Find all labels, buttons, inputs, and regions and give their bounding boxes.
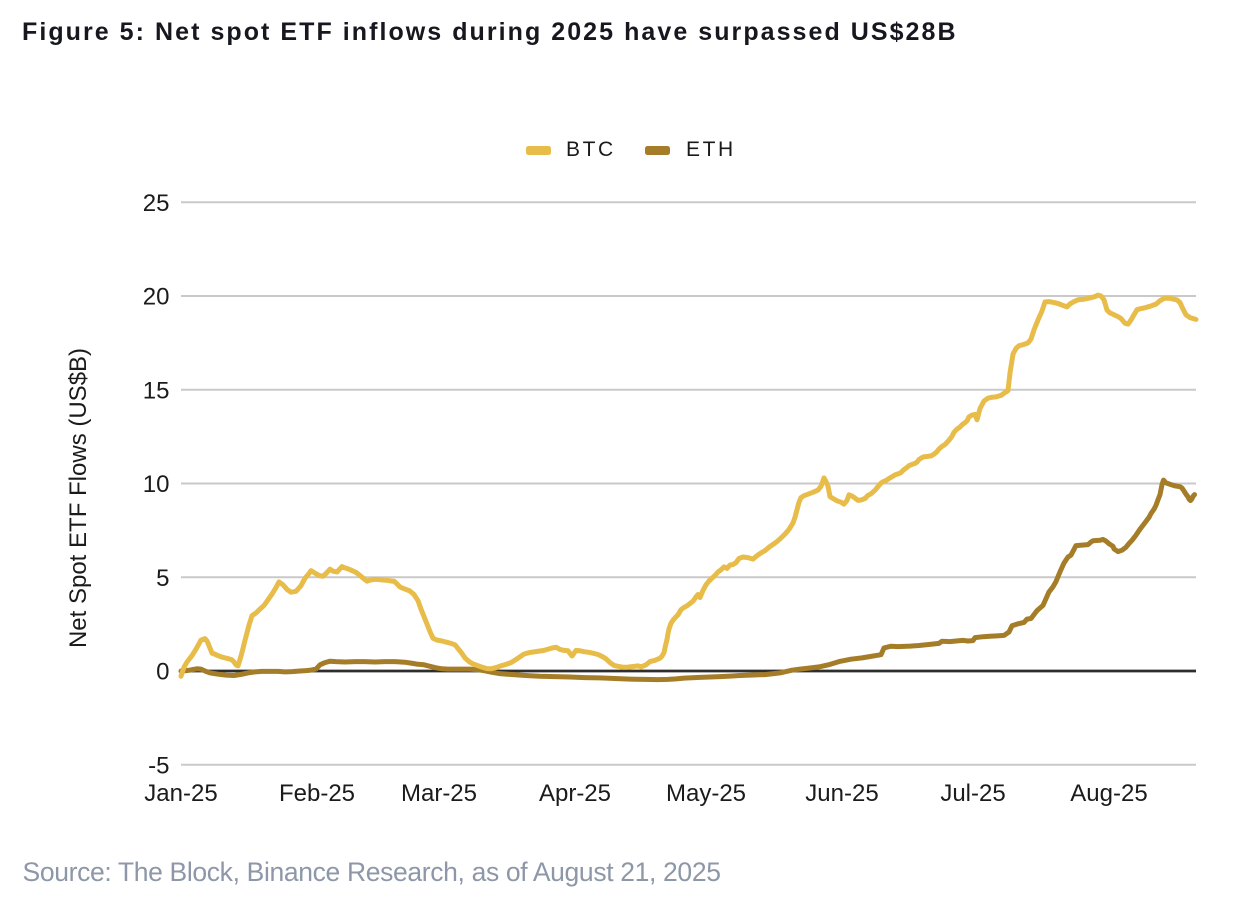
svg-text:5: 5 [156, 565, 169, 592]
svg-text:Mar-25: Mar-25 [401, 780, 477, 807]
svg-text:Jun-25: Jun-25 [805, 780, 878, 807]
svg-text:25: 25 [143, 190, 170, 217]
svg-text:10: 10 [143, 471, 170, 498]
svg-text:Aug-25: Aug-25 [1070, 780, 1147, 807]
svg-text:-5: -5 [148, 752, 169, 779]
svg-text:Jan-25: Jan-25 [144, 780, 217, 807]
svg-text:Net Spot ETF Flows (US$B): Net Spot ETF Flows (US$B) [65, 348, 92, 648]
svg-text:20: 20 [143, 284, 170, 311]
svg-text:ETH: ETH [686, 138, 736, 161]
svg-text:BTC: BTC [566, 138, 616, 161]
svg-text:15: 15 [143, 377, 170, 404]
svg-text:Apr-25: Apr-25 [539, 780, 611, 807]
svg-text:May-25: May-25 [666, 780, 746, 807]
svg-text:Feb-25: Feb-25 [279, 780, 355, 807]
svg-text:0: 0 [156, 659, 169, 686]
svg-text:Jul-25: Jul-25 [940, 780, 1005, 807]
